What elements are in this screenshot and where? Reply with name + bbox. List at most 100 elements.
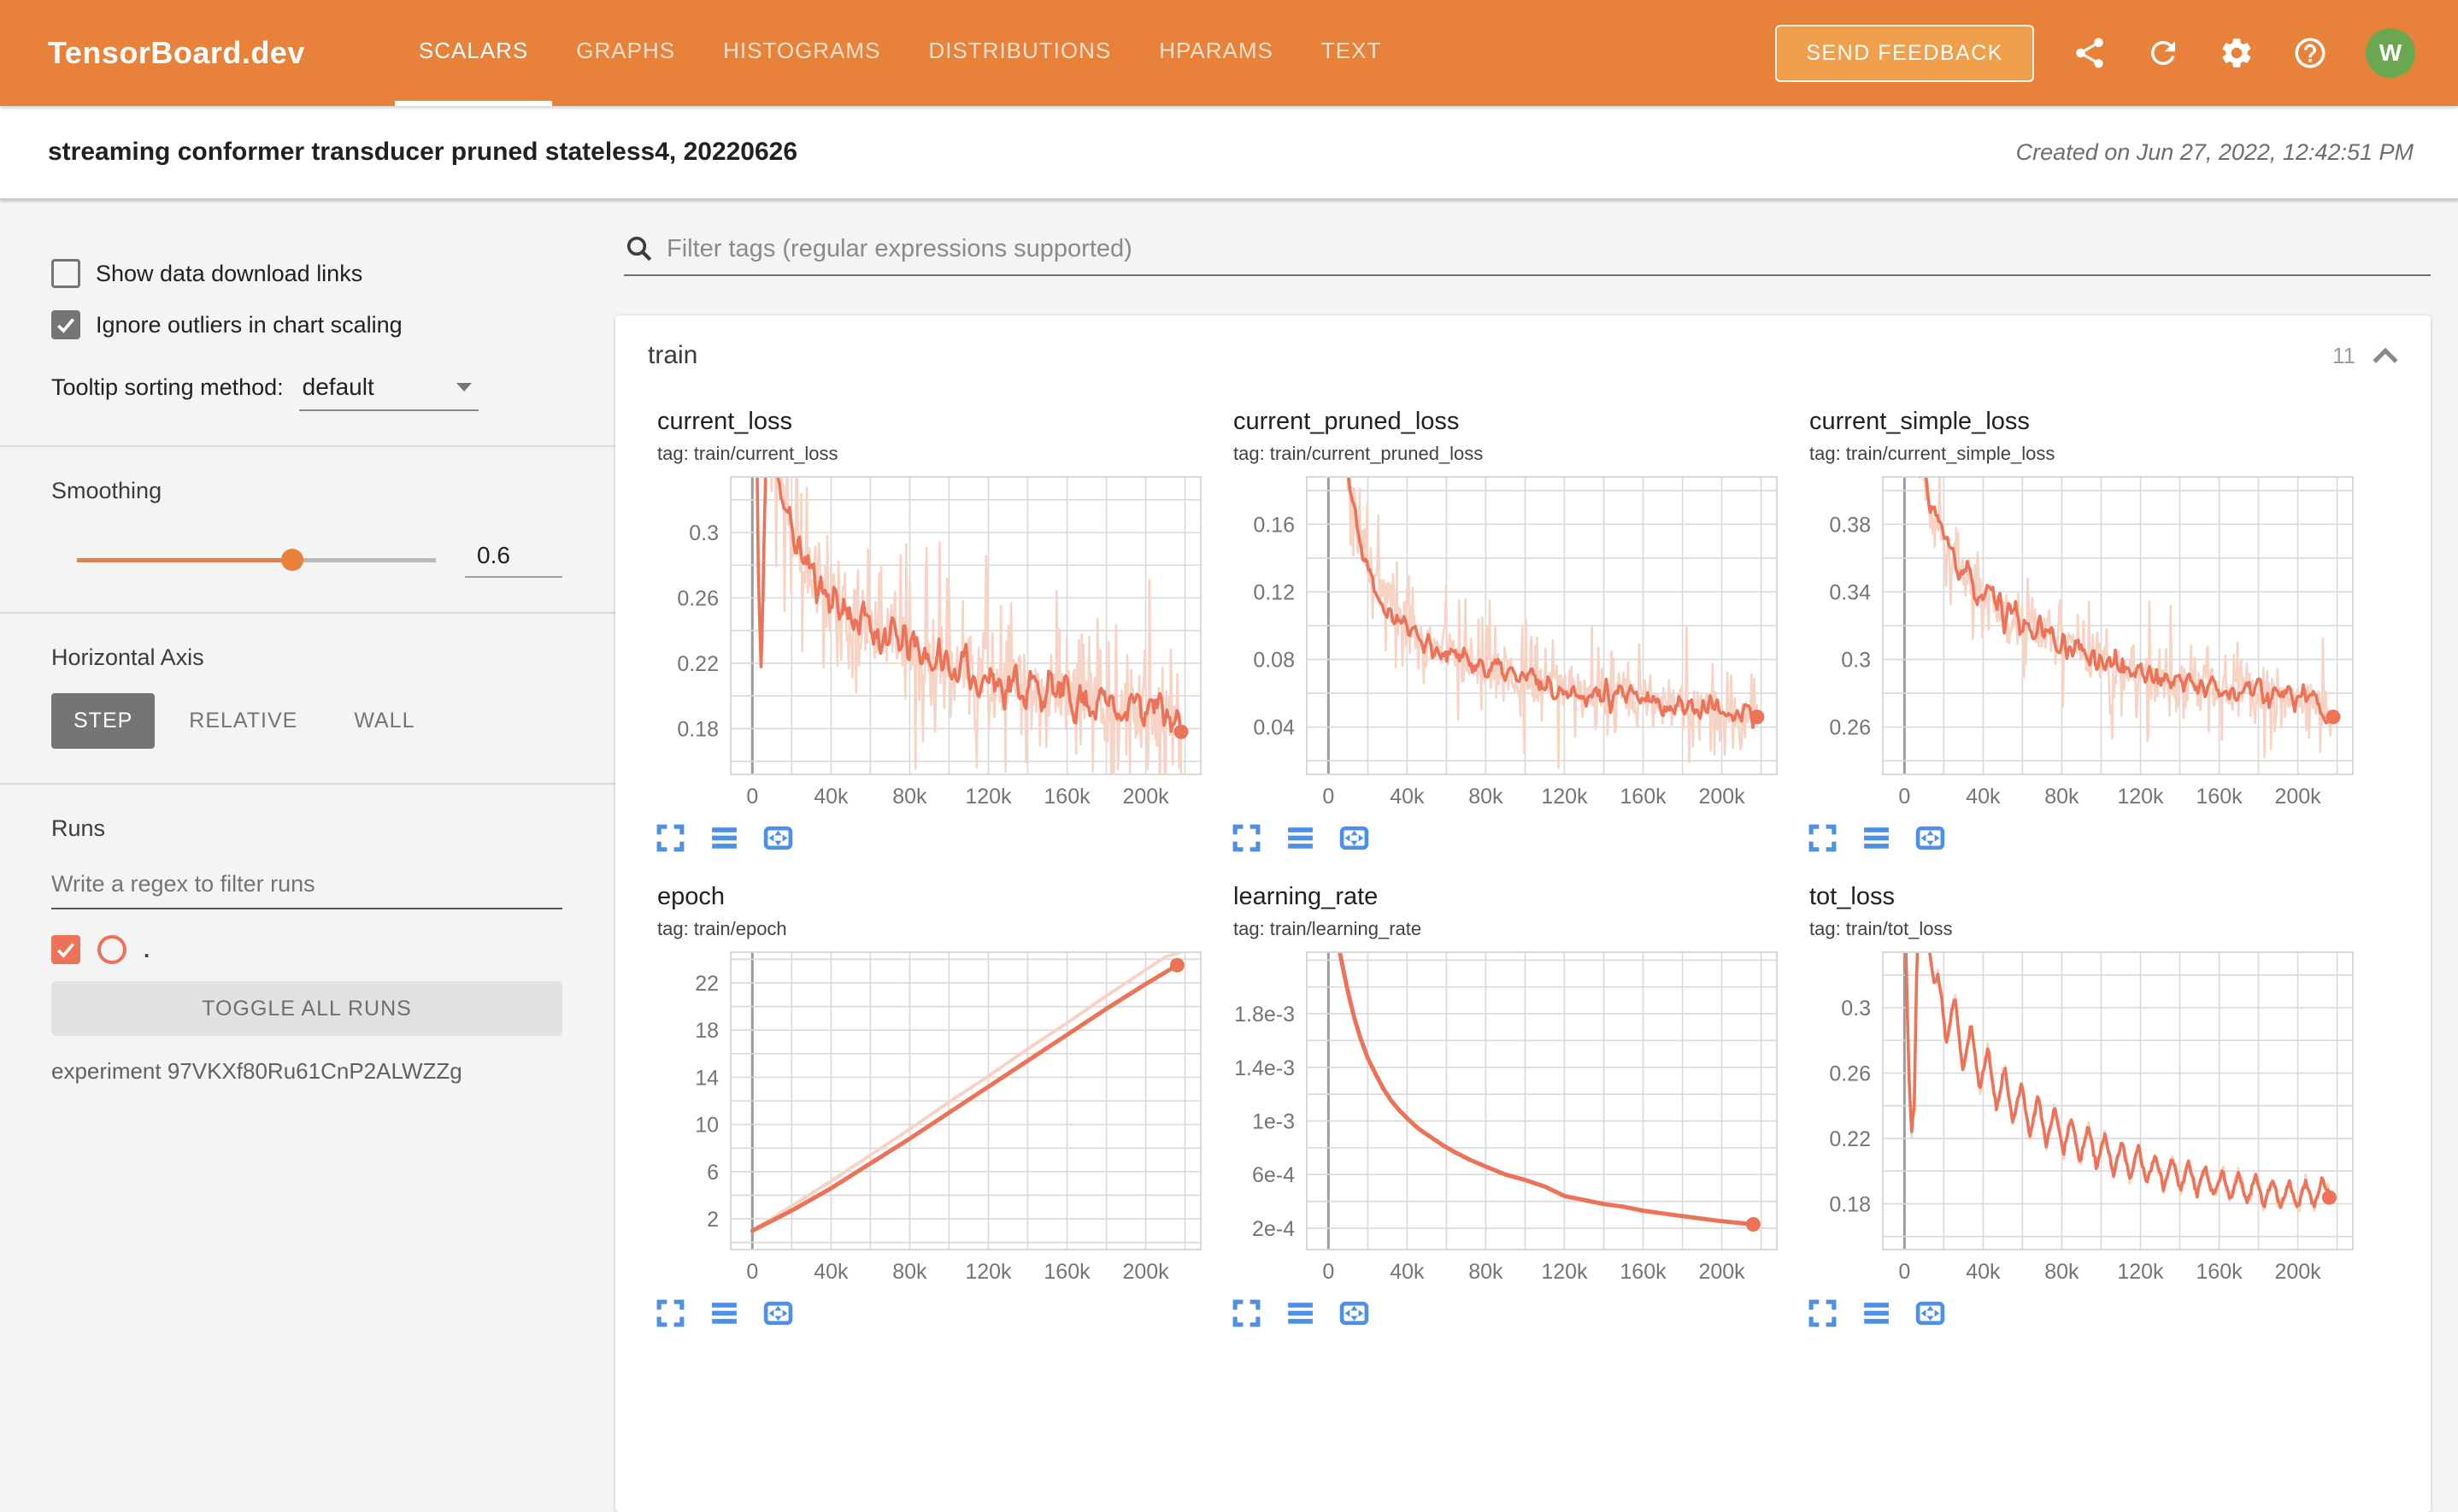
tab-scalars[interactable]: SCALARS — [395, 0, 552, 106]
tab-hparams[interactable]: HPARAMS — [1135, 0, 1297, 106]
slider-fill — [77, 558, 292, 562]
smoothing-value-input[interactable]: 0.6 — [465, 542, 562, 578]
fit-domain-icon[interactable] — [1914, 1297, 1946, 1329]
chart-title: epoch — [650, 883, 1226, 911]
filter-tags-placeholder: Filter tags (regular expressions support… — [667, 235, 1132, 263]
data-table-icon[interactable] — [1285, 1297, 1316, 1329]
fullscreen-icon[interactable] — [655, 822, 686, 854]
toggle-all-runs-button[interactable]: TOGGLE ALL RUNS — [51, 981, 562, 1036]
fit-domain-icon[interactable] — [1914, 822, 1946, 854]
fit-domain-icon[interactable] — [1338, 1297, 1370, 1329]
x-tick-label: 0 — [746, 785, 758, 809]
chart-tag: tag: train/tot_loss — [1802, 918, 2378, 940]
smoothing-slider[interactable] — [77, 558, 436, 562]
y-tick-label: 0.08 — [1253, 649, 1295, 673]
fullscreen-icon[interactable] — [1231, 1297, 1262, 1329]
chart-tag: tag: train/current_pruned_loss — [1226, 443, 1802, 465]
send-feedback-button[interactable]: SEND FEEDBACK — [1775, 25, 2034, 82]
runs-label: Runs — [51, 815, 562, 842]
checkbox-unchecked-icon[interactable] — [51, 259, 80, 288]
axis-option-step[interactable]: STEP — [51, 693, 155, 749]
x-tick-label: 120k — [2117, 1260, 2164, 1284]
y-tick-label: 0.22 — [677, 652, 719, 676]
y-tick-label: 0.3 — [689, 521, 719, 545]
fullscreen-icon[interactable] — [1231, 822, 1262, 854]
x-tick-label: 0 — [1898, 785, 1910, 809]
sidebar-divider — [0, 612, 615, 614]
axis-option-wall[interactable]: WALL — [332, 693, 437, 749]
created-timestamp: Created on Jun 27, 2022, 12:42:51 PM — [2016, 139, 2414, 166]
run-checkbox-checked-icon[interactable] — [51, 935, 80, 964]
horizontal-axis-label: Horizontal Axis — [51, 644, 562, 671]
y-tick-label: 1.8e-3 — [1234, 1003, 1295, 1027]
data-table-icon[interactable] — [1861, 822, 1892, 854]
refresh-icon[interactable] — [2145, 35, 2181, 71]
tab-distributions[interactable]: DISTRIBUTIONS — [904, 0, 1135, 106]
x-tick-label: 80k — [2044, 785, 2079, 809]
fit-domain-icon[interactable] — [762, 822, 794, 854]
data-table-icon[interactable] — [1285, 822, 1316, 854]
y-tick-label: 0.18 — [677, 717, 719, 741]
tag-group-header[interactable]: train 11 — [615, 315, 2431, 391]
fullscreen-icon[interactable] — [655, 1297, 686, 1329]
y-tick-label: 2 — [707, 1208, 719, 1232]
sidebar-divider — [0, 445, 615, 447]
y-tick-label: 22 — [695, 972, 719, 996]
x-tick-label: 200k — [2274, 1260, 2321, 1284]
run-color-circle-icon[interactable] — [97, 935, 126, 964]
x-tick-label: 160k — [1044, 1260, 1091, 1284]
filter-tags-input[interactable]: Filter tags (regular expressions support… — [624, 233, 2431, 276]
x-tick-label: 120k — [965, 785, 1012, 809]
y-tick-label: 0.18 — [1829, 1192, 1871, 1216]
axis-option-relative[interactable]: RELATIVE — [167, 693, 320, 749]
tab-histograms[interactable]: HISTOGRAMS — [699, 0, 904, 106]
smoothing-slider-row: 0.6 — [51, 542, 562, 578]
user-avatar[interactable]: W — [2366, 28, 2415, 78]
fit-domain-icon[interactable] — [762, 1297, 794, 1329]
tooltip-sorting-value: default — [303, 374, 374, 401]
chevron-up-icon[interactable] — [2371, 345, 2400, 366]
x-tick-label: 40k — [1966, 1260, 2001, 1284]
tab-graphs[interactable]: GRAPHS — [552, 0, 699, 106]
fullscreen-icon[interactable] — [1807, 822, 1838, 854]
fullscreen-icon[interactable] — [1807, 1297, 1838, 1329]
settings-icon[interactable] — [2219, 35, 2255, 71]
x-tick-label: 40k — [814, 785, 849, 809]
y-tick-label: 0.26 — [1829, 716, 1871, 740]
fit-domain-icon[interactable] — [1338, 822, 1370, 854]
y-tick-label: 0.16 — [1253, 513, 1295, 537]
help-icon[interactable] — [2292, 35, 2328, 71]
tooltip-sorting-select[interactable]: default — [299, 374, 479, 411]
runs-filter-input[interactable]: Write a regex to filter runs — [51, 871, 562, 909]
share-icon[interactable] — [2072, 35, 2108, 71]
ignore-outliers-checkbox[interactable]: Ignore outliers in chart scaling — [51, 310, 562, 339]
y-tick-label: 0.26 — [1829, 1062, 1871, 1085]
data-table-icon[interactable] — [709, 1297, 740, 1329]
tab-text[interactable]: TEXT — [1297, 0, 1405, 106]
show-download-links-checkbox[interactable]: Show data download links — [51, 259, 562, 288]
checkbox-checked-icon[interactable] — [51, 310, 80, 339]
smoothing-label: Smoothing — [51, 478, 562, 504]
data-table-icon[interactable] — [709, 822, 740, 854]
x-tick-label: 160k — [2196, 1260, 2243, 1284]
chart-toolbar — [650, 822, 1226, 854]
x-tick-label: 0 — [1898, 1260, 1910, 1284]
x-tick-label: 80k — [1468, 1260, 1503, 1284]
slider-thumb[interactable] — [281, 549, 303, 571]
chart-title: current_loss — [650, 408, 1226, 436]
data-table-icon[interactable] — [1861, 1297, 1892, 1329]
x-tick-label: 200k — [1122, 785, 1169, 809]
